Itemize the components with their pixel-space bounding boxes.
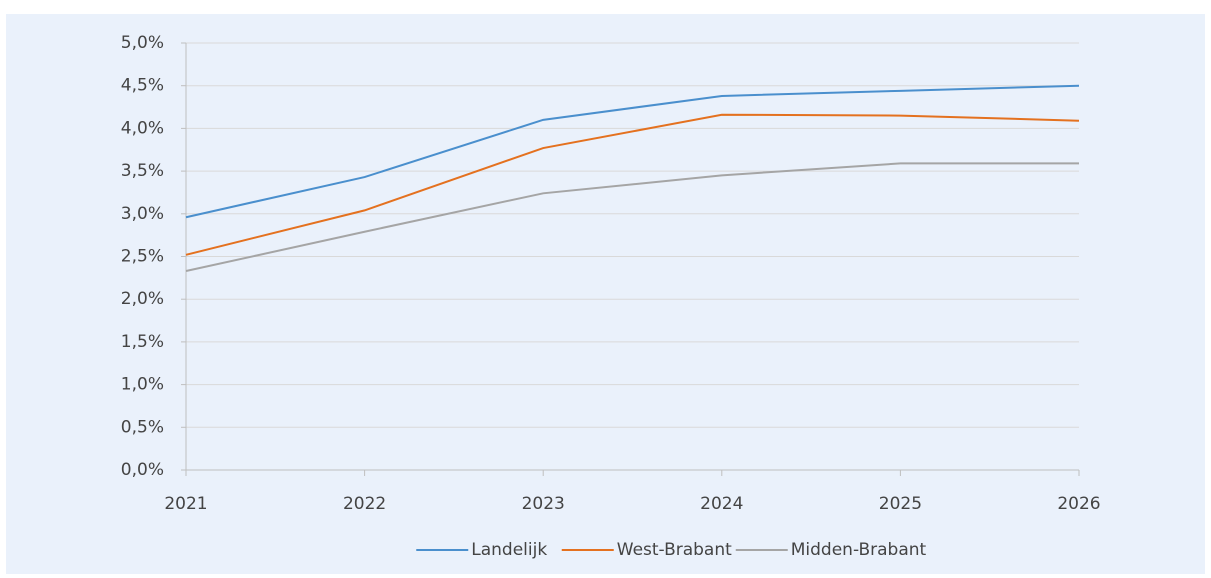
legend-label: Landelijk — [471, 540, 547, 560]
series-line — [185, 162, 1079, 272]
series-line — [185, 113, 1080, 256]
y-tick-label: 3,0% — [121, 204, 164, 224]
chart-background — [6, 14, 1205, 574]
legend-label: West-Brabant — [617, 540, 732, 560]
x-tick-label: 2025 — [879, 494, 922, 514]
y-tick-label: 1,0% — [121, 375, 164, 395]
y-tick-label: 4,0% — [121, 118, 164, 138]
y-tick-label: 3,5% — [121, 161, 164, 181]
series-line — [185, 84, 1080, 219]
y-tick-label: 0,0% — [121, 460, 164, 480]
x-tick-label: 2023 — [522, 494, 565, 514]
legend-label: Midden-Brabant — [791, 540, 927, 560]
y-tick-label: 2,5% — [121, 247, 164, 267]
x-tick-label: 2026 — [1057, 494, 1100, 514]
x-tick-label: 2024 — [700, 494, 743, 514]
y-tick-label: 1,5% — [121, 332, 164, 352]
y-tick-label: 4,5% — [121, 76, 164, 96]
x-tick-label: 2022 — [343, 494, 386, 514]
y-tick-label: 0,5% — [121, 417, 164, 437]
x-tick-label: 2021 — [164, 494, 207, 514]
y-tick-label: 2,0% — [121, 289, 164, 309]
y-tick-label: 5,0% — [121, 33, 164, 53]
